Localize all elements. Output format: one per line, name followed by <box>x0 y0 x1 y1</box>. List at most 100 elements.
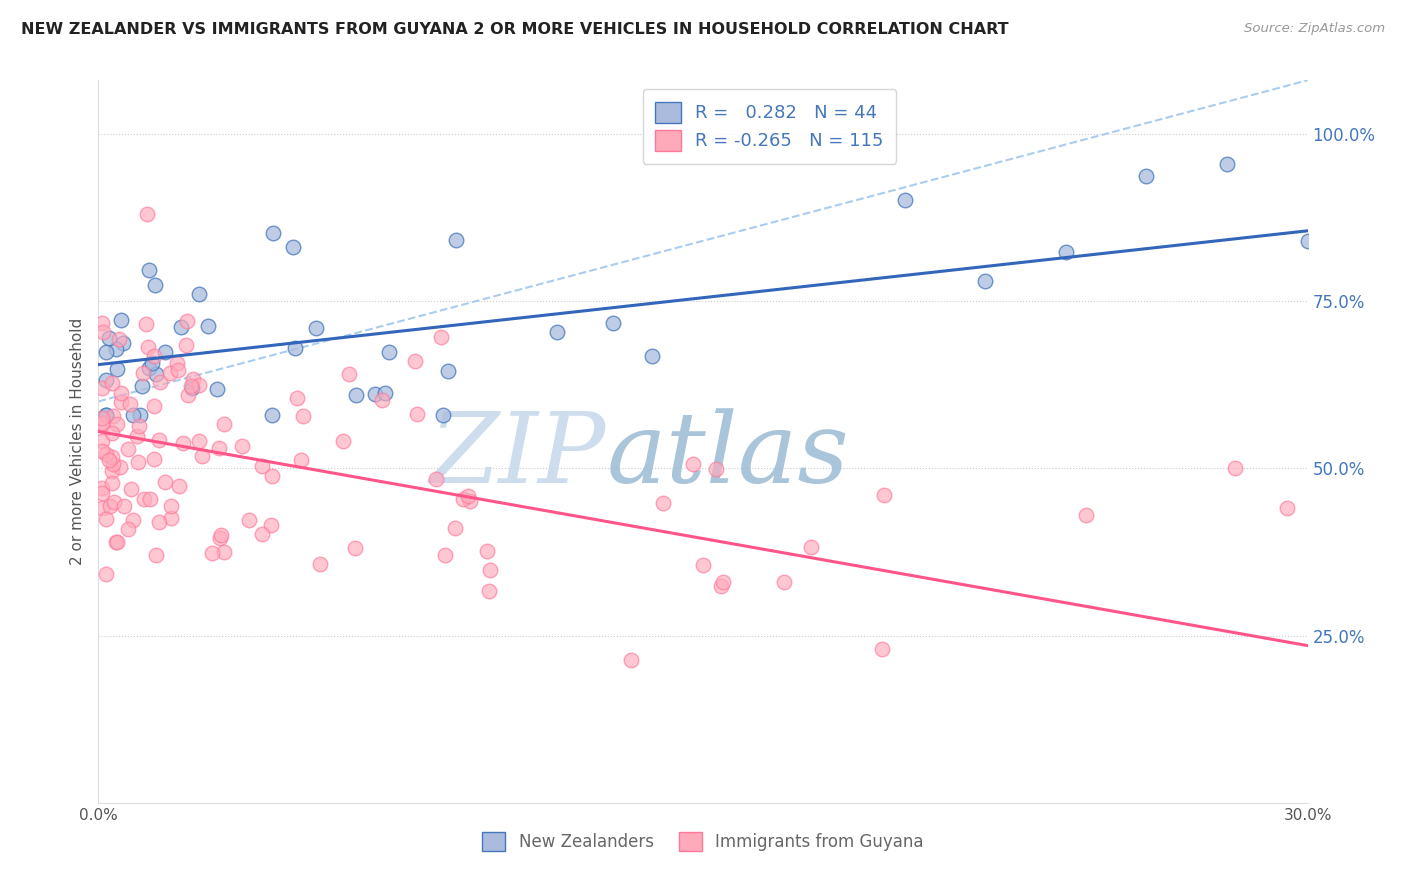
Point <box>91 434 114 449</box>
Point <box>159 511 181 525</box>
Point <box>101 450 124 465</box>
Point <box>444 233 467 247</box>
Point <box>201 546 224 560</box>
Point <box>97 452 120 467</box>
Point <box>128 418 150 433</box>
Point <box>893 194 915 208</box>
Point <box>142 400 165 414</box>
Point <box>231 439 253 453</box>
Point <box>91 443 114 458</box>
Point <box>290 453 312 467</box>
Point <box>546 326 568 340</box>
Point <box>101 475 124 490</box>
Point <box>96 344 118 359</box>
Point <box>292 409 315 423</box>
Point <box>404 354 426 368</box>
Point <box>800 540 823 554</box>
Point <box>153 475 176 490</box>
Point <box>208 531 231 545</box>
Point <box>339 367 361 381</box>
Point <box>136 340 159 354</box>
Point <box>238 513 260 527</box>
Point <box>374 385 396 400</box>
Point <box>159 366 181 380</box>
Point <box>281 240 304 254</box>
Point <box>1223 461 1246 475</box>
Point <box>91 381 114 395</box>
Point <box>110 395 132 409</box>
Point <box>97 331 120 345</box>
Point <box>110 313 132 327</box>
Point <box>284 341 307 355</box>
Point <box>108 460 131 475</box>
Point <box>177 388 200 402</box>
Point <box>172 436 194 450</box>
Point <box>250 458 273 473</box>
Point <box>430 329 453 343</box>
Point <box>96 408 118 422</box>
Text: ZIP: ZIP <box>430 409 606 504</box>
Point <box>602 316 624 330</box>
Point <box>159 499 181 513</box>
Point <box>197 318 219 333</box>
Point <box>145 367 167 381</box>
Point <box>710 579 733 593</box>
Point <box>209 528 232 542</box>
Point <box>364 387 387 401</box>
Point <box>458 494 481 508</box>
Point <box>451 492 474 507</box>
Point <box>619 653 641 667</box>
Point <box>344 388 367 402</box>
Point <box>425 472 447 486</box>
Point <box>100 464 122 478</box>
Point <box>138 361 160 376</box>
Text: Source: ZipAtlas.com: Source: ZipAtlas.com <box>1244 22 1385 36</box>
Point <box>1074 508 1097 523</box>
Point <box>93 325 115 339</box>
Point <box>96 408 118 422</box>
Point <box>153 345 176 359</box>
Point <box>118 397 141 411</box>
Point <box>112 499 135 513</box>
Point <box>176 314 198 328</box>
Point <box>96 447 118 461</box>
Point <box>141 356 163 370</box>
Point <box>682 457 704 471</box>
Point <box>262 226 284 240</box>
Point <box>378 344 401 359</box>
Point <box>104 535 127 549</box>
Point <box>96 373 118 387</box>
Point <box>112 335 135 350</box>
Point <box>139 492 162 507</box>
Point <box>138 263 160 277</box>
Point <box>1216 157 1239 171</box>
Point <box>250 527 273 541</box>
Point <box>181 372 204 386</box>
Point <box>103 495 125 509</box>
Point <box>974 274 997 288</box>
Point <box>105 417 128 432</box>
Point <box>143 278 166 293</box>
Point <box>169 479 191 493</box>
Point <box>478 584 501 599</box>
Point <box>101 457 124 471</box>
Point <box>1135 169 1157 184</box>
Point <box>131 379 153 393</box>
Point <box>104 342 127 356</box>
Point <box>205 382 228 396</box>
Point <box>651 496 673 510</box>
Point <box>262 469 284 483</box>
Point <box>772 574 794 589</box>
Point <box>143 451 166 466</box>
Point <box>167 363 190 377</box>
Point <box>117 442 139 456</box>
Point <box>170 320 193 334</box>
Point <box>108 332 131 346</box>
Point <box>457 489 479 503</box>
Point <box>166 355 188 369</box>
Point <box>406 407 429 421</box>
Point <box>343 541 366 555</box>
Point <box>135 207 157 221</box>
Point <box>105 535 128 549</box>
Point <box>94 512 117 526</box>
